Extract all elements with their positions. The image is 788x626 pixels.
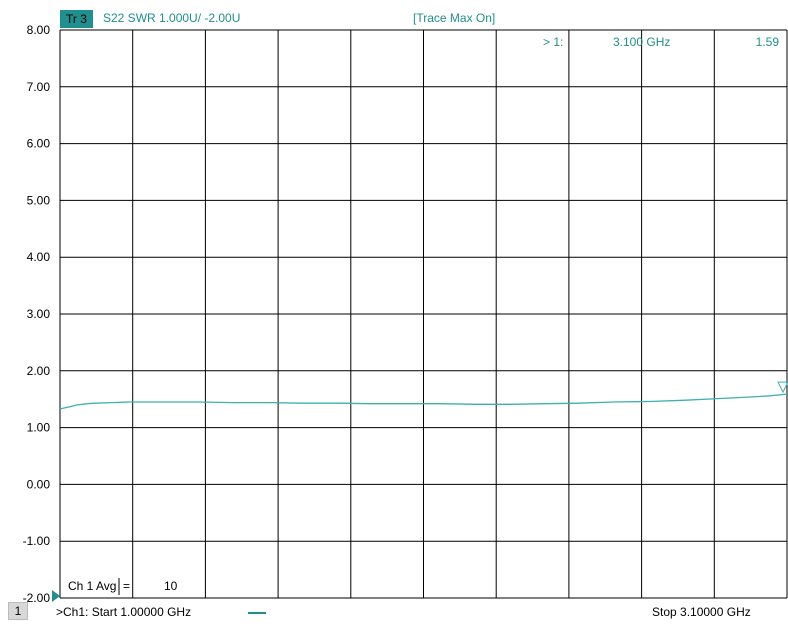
- marker-label: > 1:: [543, 35, 563, 49]
- avg-equals: =: [123, 579, 130, 593]
- trace-header: Tr 3 S22 SWR 1.000U/ -2.00U [Trace Max O…: [0, 10, 788, 28]
- reference-marker: [52, 590, 60, 602]
- y-tick-label: 1.00: [27, 421, 51, 435]
- trace-title[interactable]: S22 SWR 1.000U/ -2.00U: [103, 11, 241, 25]
- trace-badge[interactable]: Tr 3: [60, 10, 93, 28]
- y-tick-label: 0.00: [27, 477, 51, 491]
- y-tick-label: 7.00: [27, 80, 51, 94]
- trace-mode: [Trace Max On]: [413, 11, 496, 25]
- marker-readout: > 1: 3.100 GHz 1.59: [543, 35, 779, 49]
- trace-legend-swatch: [248, 612, 266, 614]
- marker-value: 1.59: [756, 35, 780, 49]
- start-frequency: >Ch1: Start 1.00000 GHz: [56, 605, 192, 619]
- y-tick-label: 8.00: [27, 23, 51, 37]
- averaging-readout: Ch 1 Avg = 10: [68, 578, 178, 595]
- marker-layer: [52, 381, 788, 602]
- y-tick-label: -1.00: [23, 534, 51, 548]
- channel-number-badge[interactable]: 1: [8, 602, 28, 620]
- marker-frequency: 3.100 GHz: [613, 35, 670, 49]
- trace: [59, 393, 788, 410]
- y-tick-label: 6.00: [27, 137, 51, 151]
- stop-frequency: Stop 3.10000 GHz: [652, 605, 751, 619]
- y-axis-ticks: 8.00 7.00 6.00 5.00 4.00 3.00 2.00 1.00 0.00 -1.0…: [23, 23, 51, 605]
- y-tick-label: 5.00: [27, 193, 51, 207]
- trace-line: [59, 393, 788, 410]
- avg-label: Ch 1 Avg: [68, 579, 116, 593]
- grid: [59, 29, 788, 599]
- avg-count: 10: [164, 579, 178, 593]
- y-tick-label: -2.00: [23, 591, 51, 605]
- y-tick-label: 2.00: [27, 364, 51, 378]
- y-tick-label: 4.00: [27, 250, 51, 264]
- y-tick-label: 3.00: [27, 307, 51, 321]
- marker-1-triangle: [777, 381, 788, 394]
